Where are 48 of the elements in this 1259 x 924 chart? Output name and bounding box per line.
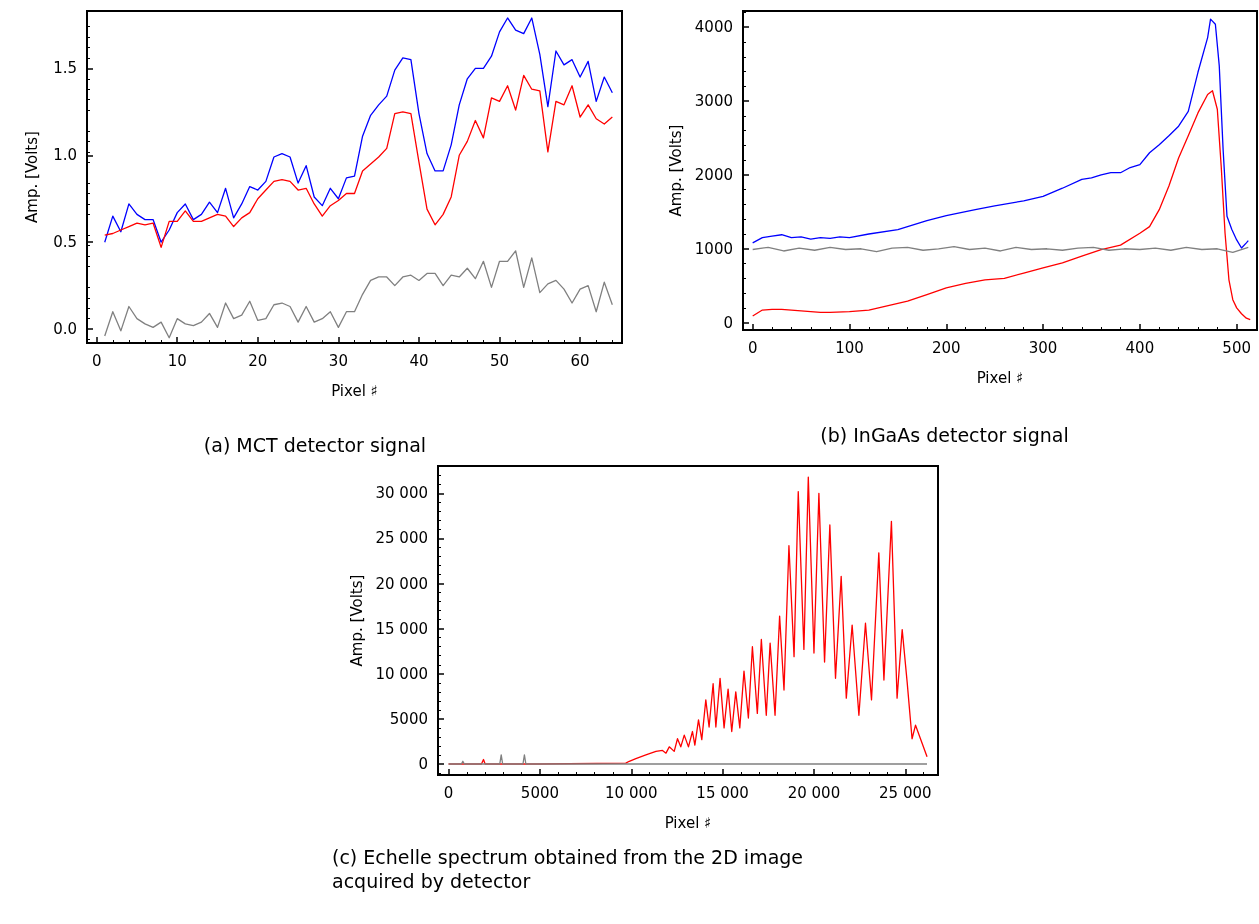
text: (c) Echelle spectrum obtained from the 2D image acquired by detector bbox=[332, 846, 810, 892]
y-tick-label: 0.5 bbox=[53, 233, 77, 252]
y-axis-title: Amp. [Volts] bbox=[22, 131, 41, 223]
y-tick-label: 1.0 bbox=[53, 146, 77, 165]
y-axis-title: Amp. [Volts] bbox=[667, 124, 686, 217]
x-axis-title: Pixel ♯ bbox=[331, 381, 378, 400]
x-tick-label: 25 000 bbox=[879, 783, 932, 802]
text: (a) MCT detector signal bbox=[203, 434, 427, 456]
y-axis-title: Amp. [Volts] bbox=[348, 574, 367, 667]
y-tick-label: 4000 bbox=[694, 18, 733, 37]
y-tick-label: 15 000 bbox=[375, 619, 428, 638]
x-tick-label: 20 000 bbox=[787, 783, 841, 802]
y-tick-label: 1000 bbox=[694, 239, 733, 258]
x-tick-label: 0 bbox=[443, 783, 454, 802]
y-tick-label: 30 000 bbox=[375, 484, 428, 503]
y-tick-label: 10 000 bbox=[375, 664, 428, 683]
x-tick-label: 10 bbox=[167, 351, 187, 370]
x-tick-label: 100 bbox=[835, 338, 864, 357]
line-series bbox=[104, 17, 613, 243]
line-series bbox=[104, 74, 613, 249]
line-series bbox=[752, 90, 1251, 321]
y-tick-label: 25 000 bbox=[375, 529, 428, 548]
line-series bbox=[104, 250, 613, 339]
x-tick-label: 300 bbox=[1028, 338, 1058, 357]
x-tick-label: 60 bbox=[570, 351, 590, 370]
y-tick-label: 0.0 bbox=[53, 320, 77, 339]
x-tick-label: 50 bbox=[489, 351, 510, 370]
x-tick-label: 10 000 bbox=[605, 783, 658, 802]
x-tick-label: 0 bbox=[747, 338, 758, 357]
x-tick-label: 500 bbox=[1222, 338, 1251, 357]
x-axis-title: Pixel ♯ bbox=[976, 368, 1024, 387]
y-tick-label: 2000 bbox=[694, 165, 733, 184]
x-tick-label: 20 bbox=[248, 351, 268, 370]
x-tick-label: 5000 bbox=[520, 783, 560, 802]
x-tick-label: 0 bbox=[91, 351, 102, 370]
y-tick-label: 20 000 bbox=[375, 574, 428, 593]
y-tick-label: 1.5 bbox=[53, 59, 77, 78]
x-tick-label: 400 bbox=[1125, 338, 1155, 357]
x-axis-title: Pixel ♯ bbox=[664, 813, 712, 832]
x-tick-label: 200 bbox=[931, 338, 961, 357]
text: (b) InGaAs detector signal bbox=[820, 424, 1069, 446]
y-tick-label: 0 bbox=[418, 754, 428, 773]
y-tick-label: 3000 bbox=[694, 92, 733, 111]
y-tick-label: 0 bbox=[723, 313, 733, 332]
x-tick-label: 40 bbox=[409, 351, 429, 370]
y-tick-label: 5000 bbox=[389, 709, 428, 728]
line-series bbox=[752, 18, 1249, 249]
x-tick-label: 30 bbox=[328, 351, 348, 370]
